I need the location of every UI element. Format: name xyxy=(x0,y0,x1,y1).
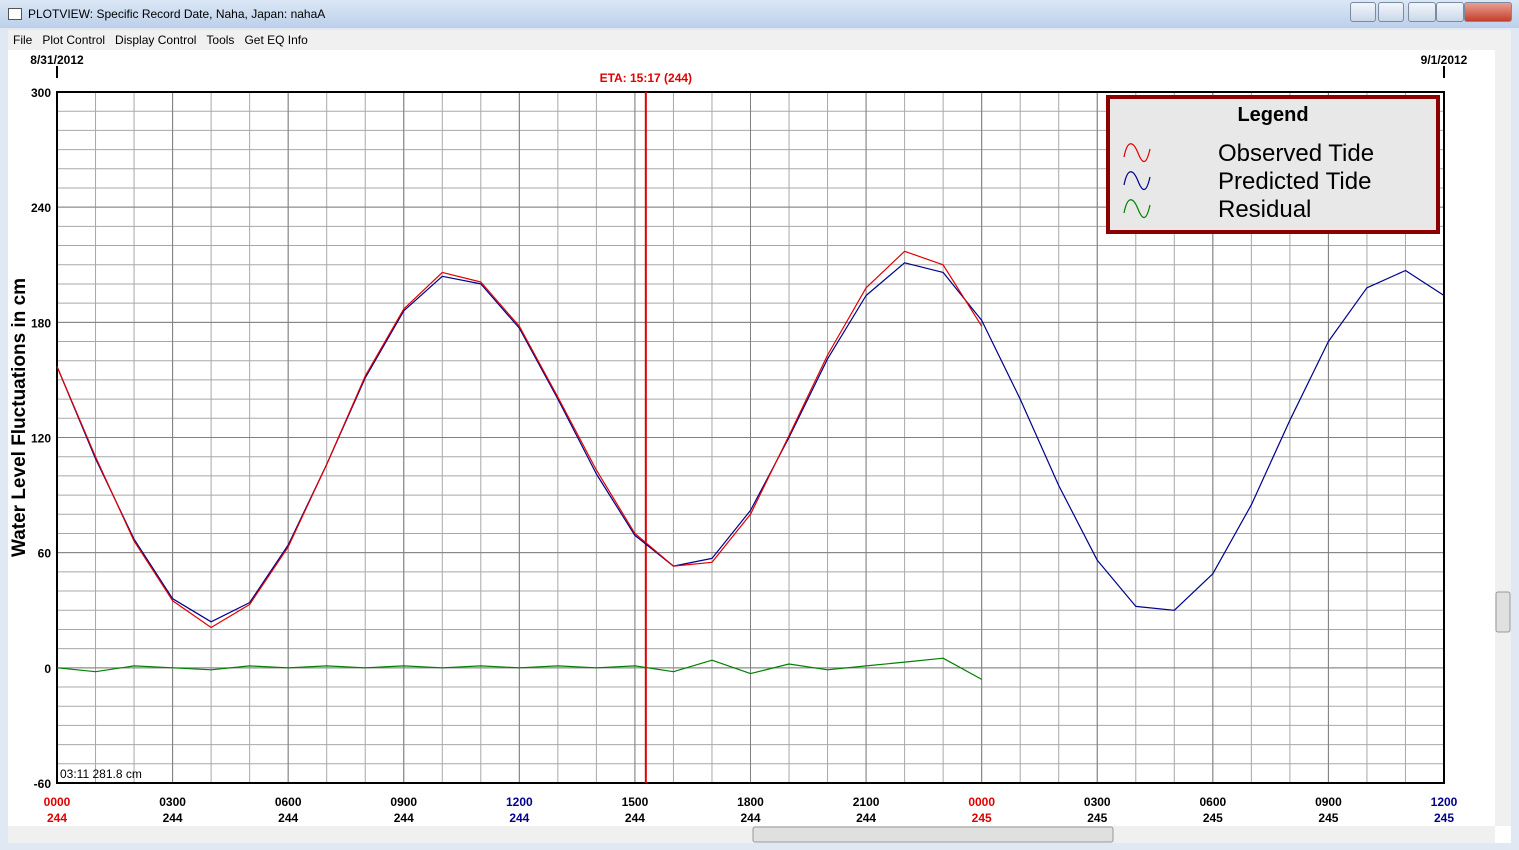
legend-swatch xyxy=(1123,171,1151,191)
x-tick-day: 245 xyxy=(1318,811,1338,825)
legend-title: Legend xyxy=(1237,104,1308,126)
x-tick-day: 244 xyxy=(856,811,876,825)
vertical-scroll-thumb xyxy=(1495,591,1511,633)
x-tick-label: 0300 xyxy=(159,795,186,809)
menu-item[interactable]: File xyxy=(13,33,33,47)
y-tick-label: 240 xyxy=(31,201,51,215)
y-tick-label: 0 xyxy=(44,662,51,676)
y-tick-label: 120 xyxy=(31,432,51,446)
menu-bar: File Plot Control Display Control Tools Get … xyxy=(8,30,1511,50)
x-tick-day: 244 xyxy=(163,811,183,825)
x-tick-label: 0600 xyxy=(1199,795,1226,809)
vertical-scrollbar xyxy=(1495,50,1511,826)
minimize-button[interactable] xyxy=(1408,2,1436,22)
x-tick-day: 245 xyxy=(1087,811,1107,825)
x-tick-label: 1200 xyxy=(506,795,533,809)
series-line xyxy=(56,657,982,680)
x-tick-label: 0000 xyxy=(968,795,995,809)
x-tick-day: 244 xyxy=(625,811,645,825)
date-label: 9/1/2012 xyxy=(1421,53,1468,67)
maximize-button[interactable] xyxy=(1436,2,1464,22)
nav-button[interactable] xyxy=(1378,2,1404,22)
legend-label: Residual xyxy=(1218,196,1311,223)
client-area: -60 0 60 120 180 240 300 0000 244 0300 244 0600 244 0… xyxy=(8,50,1511,843)
app-icon xyxy=(8,8,22,20)
nav-button[interactable] xyxy=(1350,2,1376,22)
x-tick-label: 2100 xyxy=(853,795,880,809)
close-button[interactable] xyxy=(1464,2,1512,22)
horizontal-scrollbar xyxy=(8,826,1495,843)
x-tick-day: 244 xyxy=(278,811,298,825)
x-tick-label: 1800 xyxy=(737,795,764,809)
legend-label: Observed Tide xyxy=(1218,140,1374,167)
eta-label: ETA: 15:17 (244) xyxy=(600,71,692,85)
series-line xyxy=(56,262,1445,623)
series-line xyxy=(56,250,983,629)
window-title: PLOTVIEW: Specific Record Date, Naha, Ja… xyxy=(28,7,326,21)
horizontal-scroll-thumb xyxy=(752,826,1114,843)
legend-label: Predicted Tide xyxy=(1218,168,1371,195)
x-tick-label: 0000 xyxy=(44,795,71,809)
legend-swatch xyxy=(1123,199,1151,219)
title-bar: PLOTVIEW: Specific Record Date, Naha, Ja… xyxy=(0,0,1519,28)
y-tick-label: -60 xyxy=(34,777,52,791)
cursor-readout: 03:11 281.8 cm xyxy=(60,767,142,781)
legend-box xyxy=(1106,95,1440,234)
x-tick-day: 244 xyxy=(509,811,529,825)
y-tick-label: 60 xyxy=(38,547,52,561)
menu-item[interactable]: Get EQ Info xyxy=(244,33,308,47)
x-tick-label: 0300 xyxy=(1084,795,1111,809)
y-axis-label: Water Level Fluctuations in cm xyxy=(9,278,30,557)
x-tick-day: 245 xyxy=(1203,811,1223,825)
y-tick-label: 300 xyxy=(31,86,51,100)
chart: -60 0 60 120 180 240 300 0000 244 0300 244 0600 244 0… xyxy=(8,50,1511,843)
x-tick-day: 244 xyxy=(740,811,760,825)
x-tick-label: 1200 xyxy=(1431,795,1458,809)
x-tick-label: 0900 xyxy=(1315,795,1342,809)
x-tick-day: 245 xyxy=(972,811,992,825)
x-tick-day: 245 xyxy=(1434,811,1454,825)
menu-item[interactable]: Plot Control xyxy=(42,33,106,47)
legend-swatch xyxy=(1123,143,1151,163)
menu-item[interactable]: Tools xyxy=(206,33,235,47)
x-tick-day: 244 xyxy=(47,811,67,825)
date-label: 8/31/2012 xyxy=(30,53,84,67)
y-tick-label: 180 xyxy=(31,316,51,330)
x-tick-label: 0600 xyxy=(275,795,302,809)
x-tick-day: 244 xyxy=(394,811,414,825)
plot-frame xyxy=(56,91,1445,784)
x-tick-label: 0900 xyxy=(390,795,417,809)
menu-item[interactable]: Display Control xyxy=(115,33,197,47)
x-tick-label: 1500 xyxy=(622,795,649,809)
